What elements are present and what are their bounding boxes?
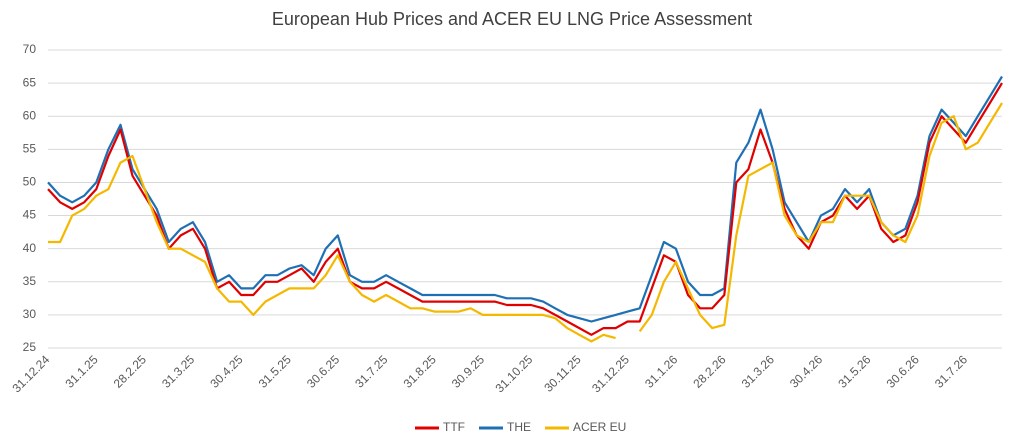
y-tick-label: 35 bbox=[23, 274, 37, 288]
legend-label: TTF bbox=[443, 420, 465, 434]
chart-title: European Hub Prices and ACER EU LNG Pric… bbox=[272, 9, 752, 29]
y-tick-label: 50 bbox=[23, 175, 37, 189]
x-tick-label: 31.3.26 bbox=[739, 352, 777, 390]
x-tick-label: 31.12.24 bbox=[9, 352, 52, 395]
x-tick-label: 28.2.25 bbox=[111, 352, 149, 390]
x-tick-label: 31.1.25 bbox=[62, 352, 100, 390]
x-tick-label: 31.8.25 bbox=[401, 352, 439, 390]
y-tick-label: 30 bbox=[23, 307, 37, 321]
x-tick-label: 31.7.25 bbox=[352, 352, 390, 390]
x-tick-label: 30.11.25 bbox=[541, 352, 584, 395]
x-tick-label: 30.4.25 bbox=[207, 352, 245, 390]
x-tick-label: 31.10.25 bbox=[492, 352, 535, 395]
line-series bbox=[48, 102, 1003, 343]
x-tick-label: 30.6.25 bbox=[304, 352, 342, 390]
line-series bbox=[47, 75, 1003, 323]
legend-label: THE bbox=[507, 420, 531, 434]
x-tick-label: 31.3.25 bbox=[159, 352, 197, 390]
x-tick-label: 30.6.26 bbox=[884, 352, 922, 390]
y-tick-label: 40 bbox=[23, 241, 37, 255]
x-tick-label: 31.5.25 bbox=[256, 352, 294, 390]
y-tick-label: 70 bbox=[23, 42, 37, 56]
x-tick-label: 31.5.26 bbox=[835, 352, 873, 390]
y-tick-label: 45 bbox=[23, 208, 37, 222]
x-tick-label: 30.4.26 bbox=[787, 352, 825, 390]
x-tick-label: 28.2.26 bbox=[690, 352, 728, 390]
y-tick-label: 55 bbox=[23, 142, 37, 156]
line-series bbox=[47, 82, 1003, 336]
legend-label: ACER EU bbox=[573, 420, 626, 434]
y-tick-label: 25 bbox=[23, 340, 37, 354]
y-tick-label: 60 bbox=[23, 108, 37, 122]
x-tick-label: 31.1.26 bbox=[642, 352, 680, 390]
x-tick-label: 30.9.25 bbox=[449, 352, 487, 390]
x-tick-label: 31.7.26 bbox=[932, 352, 970, 390]
y-tick-label: 65 bbox=[23, 75, 37, 89]
x-tick-label: 31.12.25 bbox=[589, 352, 632, 395]
